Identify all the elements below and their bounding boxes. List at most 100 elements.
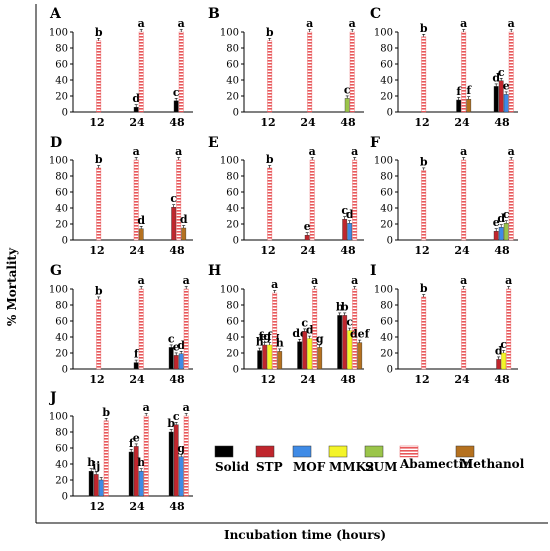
panel-i-bar-stp-48 <box>496 359 502 370</box>
panel-a-sig-letter: c <box>173 86 180 99</box>
panel-i-bar-abamectin-48 <box>506 288 512 370</box>
panel-i-bar-abamectin-12 <box>421 296 427 370</box>
panel-d-sig-letter: a <box>175 145 182 158</box>
panel-b-bar-sum-48 <box>344 98 350 113</box>
panel-a-letter: A <box>49 6 62 22</box>
panel-e-ytick-label: 20 <box>226 220 239 231</box>
panel-c-sig-letter: f <box>466 84 472 97</box>
panel-f-bar-stp-48 <box>493 230 499 241</box>
panel-d-bar-abamectin-12 <box>96 167 102 241</box>
panel-j-ytick-label: 20 <box>55 476 68 487</box>
panel-c-bar-abamectin-12 <box>421 36 427 113</box>
legend-label-solid: Solid <box>215 460 250 474</box>
panel-f-sig-letter: e <box>493 216 500 229</box>
panel-j-xtick-label-24: 24 <box>129 500 145 513</box>
panel-d-ytick-label: 60 <box>55 188 68 199</box>
panel-b-bar-abamectin-24 <box>307 31 313 113</box>
panel-f-bar-abamectin-48 <box>508 159 514 241</box>
panel-f-sig-letter: a <box>508 145 515 158</box>
panel-a: A 0 20 40 60 80 100 b 12 d a 24 c a 48 <box>49 6 193 129</box>
panel-f-xtick-label-12: 12 <box>414 244 429 257</box>
panel-j-sig-letter: f <box>129 437 135 450</box>
y-axis-label: % Mortality <box>5 247 19 327</box>
panel-j-bar-abamectin-48 <box>183 415 189 497</box>
panel-d-sig-letter: a <box>133 145 140 158</box>
panel-i: I 0 20 40 60 80 100 b 12 a 24 dc a 48 <box>370 263 518 386</box>
panel-c-bar-abamectin-48 <box>508 31 514 113</box>
panel-h-letter: H <box>208 263 221 279</box>
panel-d-xtick-label-12: 12 <box>89 244 104 257</box>
panel-f: F 0 20 40 60 80 100 b 12 a 24 edc a 48 <box>370 135 518 257</box>
panel-h-sig-letter: c <box>301 316 308 329</box>
panel-e-ytick-label: 0 <box>233 236 239 247</box>
panel-g-bar-solid-24 <box>133 362 139 370</box>
panel-i-ytick-label: 20 <box>380 349 393 360</box>
panel-f-ytick-label: 60 <box>380 188 393 199</box>
legend-label-stp: STP <box>256 460 283 474</box>
panel-c-ytick-label: 0 <box>387 108 393 119</box>
panel-d-ytick-label: 0 <box>62 236 68 247</box>
panel-a-ytick-label: 100 <box>49 28 68 39</box>
panel-c-xtick-label-24: 24 <box>454 116 470 129</box>
panel-e-xtick-label-12: 12 <box>260 244 275 257</box>
panel-f-bar-abamectin-12 <box>421 170 427 241</box>
panel-f-sig-letter: c <box>503 208 510 221</box>
panel-e-sig-letter: a <box>351 145 358 158</box>
panel-c-bar-solid-48 <box>493 86 499 113</box>
panel-h-bar-methanol-48 <box>357 342 363 370</box>
panel-h-sig-letter: h <box>256 336 264 349</box>
panel-h-sig-letter: h <box>276 336 284 349</box>
panel-j-xtick-label-48: 48 <box>169 500 185 513</box>
panel-j-bar-stp-48 <box>173 424 179 497</box>
panel-j-sig-letter: g <box>177 442 185 455</box>
panel-j-bar-mof-48 <box>178 456 184 497</box>
panel-h-sig-letter: d <box>306 324 314 337</box>
panel-h-bar-solid-12 <box>257 350 263 370</box>
panel-h-ytick-label: 60 <box>226 317 239 328</box>
panel-a-xtick-label-12: 12 <box>89 116 104 129</box>
panel-a-xtick-label-24: 24 <box>129 116 145 129</box>
panel-a-bar-abamectin-12 <box>96 40 102 113</box>
panel-b-xtick-label-12: 12 <box>260 116 275 129</box>
panel-d-bar-stp-48 <box>171 206 177 241</box>
panel-j-xtick-label-12: 12 <box>89 500 104 513</box>
panel-g-bar-abamectin-12 <box>96 299 102 370</box>
panel-j-bar-solid-24 <box>128 451 134 497</box>
panel-g-xtick-label-48: 48 <box>169 373 185 386</box>
panel-f-bar-mof-48 <box>498 226 504 241</box>
panel-h-xtick-label-24: 24 <box>300 373 316 386</box>
panel-a-ytick-label: 20 <box>55 92 68 103</box>
panel-c-ytick-label: 40 <box>380 76 393 87</box>
panel-g-sig-letter: a <box>183 274 190 287</box>
panel-d-sig-letter: b <box>95 153 103 166</box>
panel-f-xtick-label-24: 24 <box>454 244 470 257</box>
panel-g-xtick-label-12: 12 <box>89 373 104 386</box>
panel-g-xtick-label-24: 24 <box>129 373 145 386</box>
panel-h-xtick-label-12: 12 <box>260 373 275 386</box>
panel-g-bar-stp-48 <box>173 355 179 370</box>
panel-a-ytick-label: 0 <box>62 108 68 119</box>
panel-i-sig-letter: b <box>420 282 428 295</box>
panel-h-sig-letter: fg <box>258 330 271 343</box>
panel-d: D 0 20 40 60 80 100 b 12 a d 24 c a d 48 <box>49 135 193 257</box>
panel-b-ytick-label: 20 <box>226 92 239 103</box>
panel-c-sig-letter: d <box>492 71 500 84</box>
panel-e-bar-stp-24 <box>304 234 310 241</box>
panel-a-ytick-label: 60 <box>55 60 68 71</box>
panel-b-ytick-label: 40 <box>226 76 239 87</box>
panel-d-xtick-label-24: 24 <box>129 244 145 257</box>
panel-h-bar-abamectin-24 <box>312 288 318 370</box>
panel-b-xtick-label-48: 48 <box>340 116 356 129</box>
panel-f-letter: F <box>370 135 380 151</box>
x-axis-label: Incubation time (hours) <box>223 528 387 542</box>
panel-g-ytick-label: 0 <box>62 365 68 376</box>
panel-c-ytick-label: 100 <box>374 28 393 39</box>
panel-j-bar-stp-12 <box>93 474 99 497</box>
panel-h-bar-stp-24 <box>302 331 308 370</box>
panel-g-sig-letter: d <box>177 339 185 352</box>
panel-c: C 0 20 40 60 80 100 b 12 f a f 24 dce a 48 <box>370 6 518 129</box>
panel-b-ytick-label: 60 <box>226 60 239 71</box>
